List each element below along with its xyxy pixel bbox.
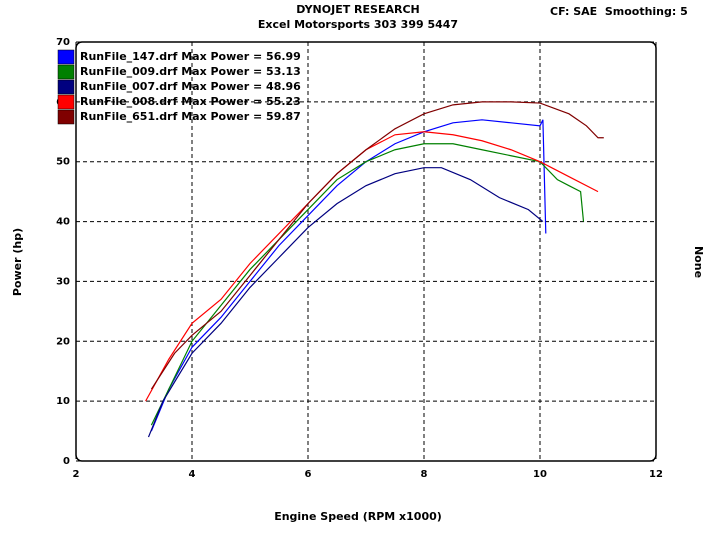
y-axis-label: Power (hp): [11, 228, 24, 296]
x-tick-label: 12: [649, 469, 663, 480]
series-line: [150, 119, 547, 432]
x-tick-label: 10: [533, 469, 547, 480]
chart-title: DYNOJET RESEARCH: [296, 3, 419, 16]
series-line: [150, 143, 585, 426]
legend-swatch: [57, 79, 75, 95]
x-tick-label: 8: [421, 469, 428, 480]
y2-axis-label: None: [692, 246, 705, 278]
legend-label: RunFile_007.drf Max Power = 48.96: [80, 80, 301, 93]
x-tick-label: 4: [189, 469, 196, 480]
chart-subtitle: Excel Motorsports 303 399 5447: [258, 18, 458, 31]
legend-swatch: [57, 64, 75, 80]
series-line: [147, 167, 544, 438]
x-tick-label: 6: [305, 469, 312, 480]
annotation: CF: SAE Smoothing: 5: [550, 5, 688, 18]
legend-swatch: [57, 49, 75, 65]
series-line: [145, 131, 599, 402]
series-line: [150, 101, 604, 390]
y-tick-label: 10: [56, 396, 70, 407]
y-tick-label: 40: [56, 217, 70, 228]
legend-label: RunFile_147.drf Max Power = 56.99: [80, 50, 301, 63]
legend-label: RunFile_009.drf Max Power = 53.13: [80, 65, 301, 78]
y-tick-label: 50: [56, 157, 70, 168]
legend-swatch: [57, 94, 75, 110]
legend-swatch: [57, 109, 75, 125]
x-axis-label: Engine Speed (RPM x1000): [274, 510, 442, 523]
y-tick-label: 20: [56, 336, 70, 347]
y-tick-label: 30: [56, 276, 70, 287]
legend-label: RunFile_651.drf Max Power = 59.87: [80, 110, 301, 123]
y-tick-label: 0: [63, 456, 70, 467]
x-tick-label: 2: [73, 469, 80, 480]
legend-label: RunFile_008.drf Max Power = 55.23: [80, 95, 301, 108]
y-tick-label: 70: [56, 37, 70, 48]
